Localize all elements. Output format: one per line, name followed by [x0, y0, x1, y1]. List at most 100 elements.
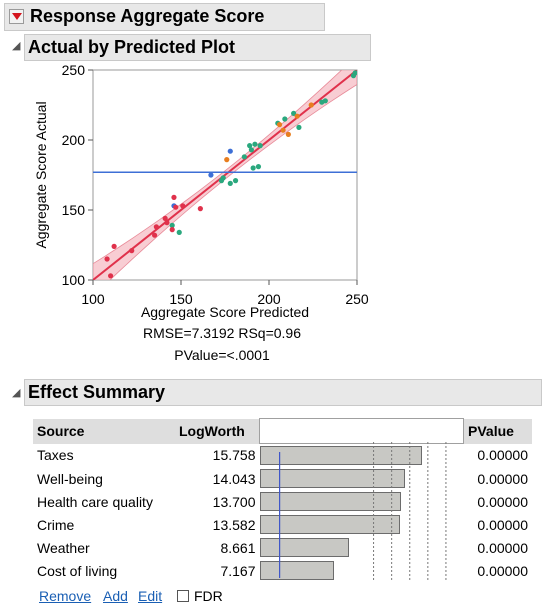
logworth-bar [259, 446, 422, 465]
logworth-bar-cell [259, 467, 464, 490]
table-row[interactable]: Well-being 14.043 0.00000 [33, 467, 532, 490]
table-row[interactable]: Health care quality 13.700 0.00000 [33, 490, 532, 513]
data-point [152, 232, 158, 238]
disclosure-icon-effects[interactable]: ◢ [12, 387, 21, 399]
effect-logworth: 7.167 [220, 562, 256, 579]
data-point [255, 164, 262, 170]
logworth-bar [259, 561, 334, 580]
effect-pvalue: 0.00000 [477, 516, 528, 533]
effects-section-header[interactable] [24, 379, 542, 406]
data-point [276, 122, 283, 128]
actual-by-predicted-plot[interactable]: 100 150 200 250 100 150 200 250 Aggregate Scor… [0, 60, 546, 360]
effect-logworth: 13.582 [212, 516, 256, 533]
data-point [180, 203, 186, 209]
data-point [169, 222, 175, 228]
data-point [220, 175, 226, 181]
fdr-checkbox[interactable] [177, 590, 189, 602]
effect-pvalue: 0.00000 [477, 493, 528, 510]
data-point [241, 154, 247, 160]
effect-source: Well-being [37, 470, 103, 487]
data-point [250, 165, 256, 171]
data-point [227, 180, 233, 186]
y-tick-label: 250 [62, 62, 86, 78]
table-row[interactable]: Cost of living 7.167 0.00000 [33, 559, 532, 582]
effect-source: Taxes [37, 447, 74, 464]
effects-section-title: Effect Summary [28, 382, 166, 402]
col-header-source[interactable]: Source [33, 418, 175, 444]
data-point [291, 110, 297, 116]
y-tick-label: 200 [62, 132, 86, 148]
data-point [352, 70, 357, 76]
data-point [232, 178, 239, 184]
data-point [248, 147, 254, 153]
data-point [108, 273, 114, 279]
effect-pvalue: 0.00000 [477, 562, 528, 579]
effect-logworth: 14.043 [212, 470, 256, 487]
effect-pvalue: 0.00000 [477, 447, 528, 464]
logworth-bar-cell [259, 559, 464, 582]
plot-stats-pvalue: PValue=<.0001 [174, 347, 270, 363]
data-point [162, 215, 168, 221]
plot-section-header[interactable] [24, 34, 371, 61]
logworth-bar-cell [259, 444, 464, 468]
x-tick-label: 200 [257, 291, 281, 307]
red-triangle-menu-button[interactable] [9, 9, 24, 24]
data-point [282, 116, 288, 122]
data-point [197, 206, 203, 212]
logworth-bar [259, 469, 405, 488]
y-axis-label: Aggregate Score Actual [33, 101, 49, 248]
disclosure-icon-plot[interactable]: ◢ [12, 40, 21, 52]
effect-source: Health care quality [37, 493, 153, 510]
logworth-bar [259, 492, 401, 511]
effect-logworth: 15.758 [212, 447, 256, 464]
data-point [227, 148, 233, 154]
table-header-row: Source LogWorth PValue [33, 418, 532, 444]
data-point [308, 102, 314, 108]
edit-link[interactable]: Edit [138, 588, 163, 604]
plot-stats-rmse: RMSE=7.3192 RSq=0.96 [143, 325, 301, 341]
report-title: Response Aggregate Score [30, 6, 265, 26]
add-link[interactable]: Add [103, 588, 128, 604]
data-point [285, 131, 291, 137]
table-row[interactable]: Weather 8.661 0.00000 [33, 536, 532, 559]
data-point [129, 248, 135, 254]
data-point [111, 243, 117, 249]
remove-link[interactable]: Remove [39, 588, 92, 604]
table-row[interactable]: Crime 13.582 0.00000 [33, 513, 532, 536]
logworth-bar [259, 538, 349, 557]
x-tick-label: 250 [345, 291, 369, 307]
table-row[interactable]: Taxes 15.758 0.00000 [33, 444, 532, 468]
effect-source: Cost of living [37, 562, 118, 579]
logworth-bar [259, 515, 400, 534]
data-point [247, 143, 253, 149]
data-point [173, 204, 179, 210]
effect-pvalue: 0.00000 [477, 539, 528, 556]
x-axis-label: Aggregate Score Predicted [141, 304, 309, 320]
fdr-label: FDR [194, 588, 223, 604]
effect-logworth: 8.661 [220, 539, 256, 556]
data-point [294, 113, 300, 119]
logworth-bar-cell [259, 513, 464, 536]
x-tick-label: 150 [169, 291, 193, 307]
effect-logworth: 13.700 [212, 493, 256, 510]
report-header [4, 3, 325, 31]
data-point [208, 172, 214, 178]
data-point [224, 157, 230, 163]
col-header-pvalue[interactable]: PValue [463, 418, 532, 444]
effect-source: Crime [37, 516, 75, 533]
data-point [176, 229, 182, 235]
effect-pvalue: 0.00000 [477, 470, 528, 487]
y-tick-label: 150 [62, 202, 86, 218]
data-point [171, 194, 177, 200]
data-point [296, 124, 302, 130]
col-header-logworth[interactable]: LogWorth [175, 418, 260, 444]
effect-summary-table: Source LogWorth PValue Taxes 15.758 0.0000… [33, 418, 532, 582]
x-tick-label: 100 [81, 291, 105, 307]
data-point [322, 98, 328, 104]
plot-section-title: Actual by Predicted Plot [28, 37, 236, 57]
col-header-bar [259, 418, 464, 444]
logworth-bar-cell [259, 490, 464, 513]
logworth-bar-cell [259, 536, 464, 559]
data-point [104, 256, 110, 262]
data-point [164, 220, 170, 226]
